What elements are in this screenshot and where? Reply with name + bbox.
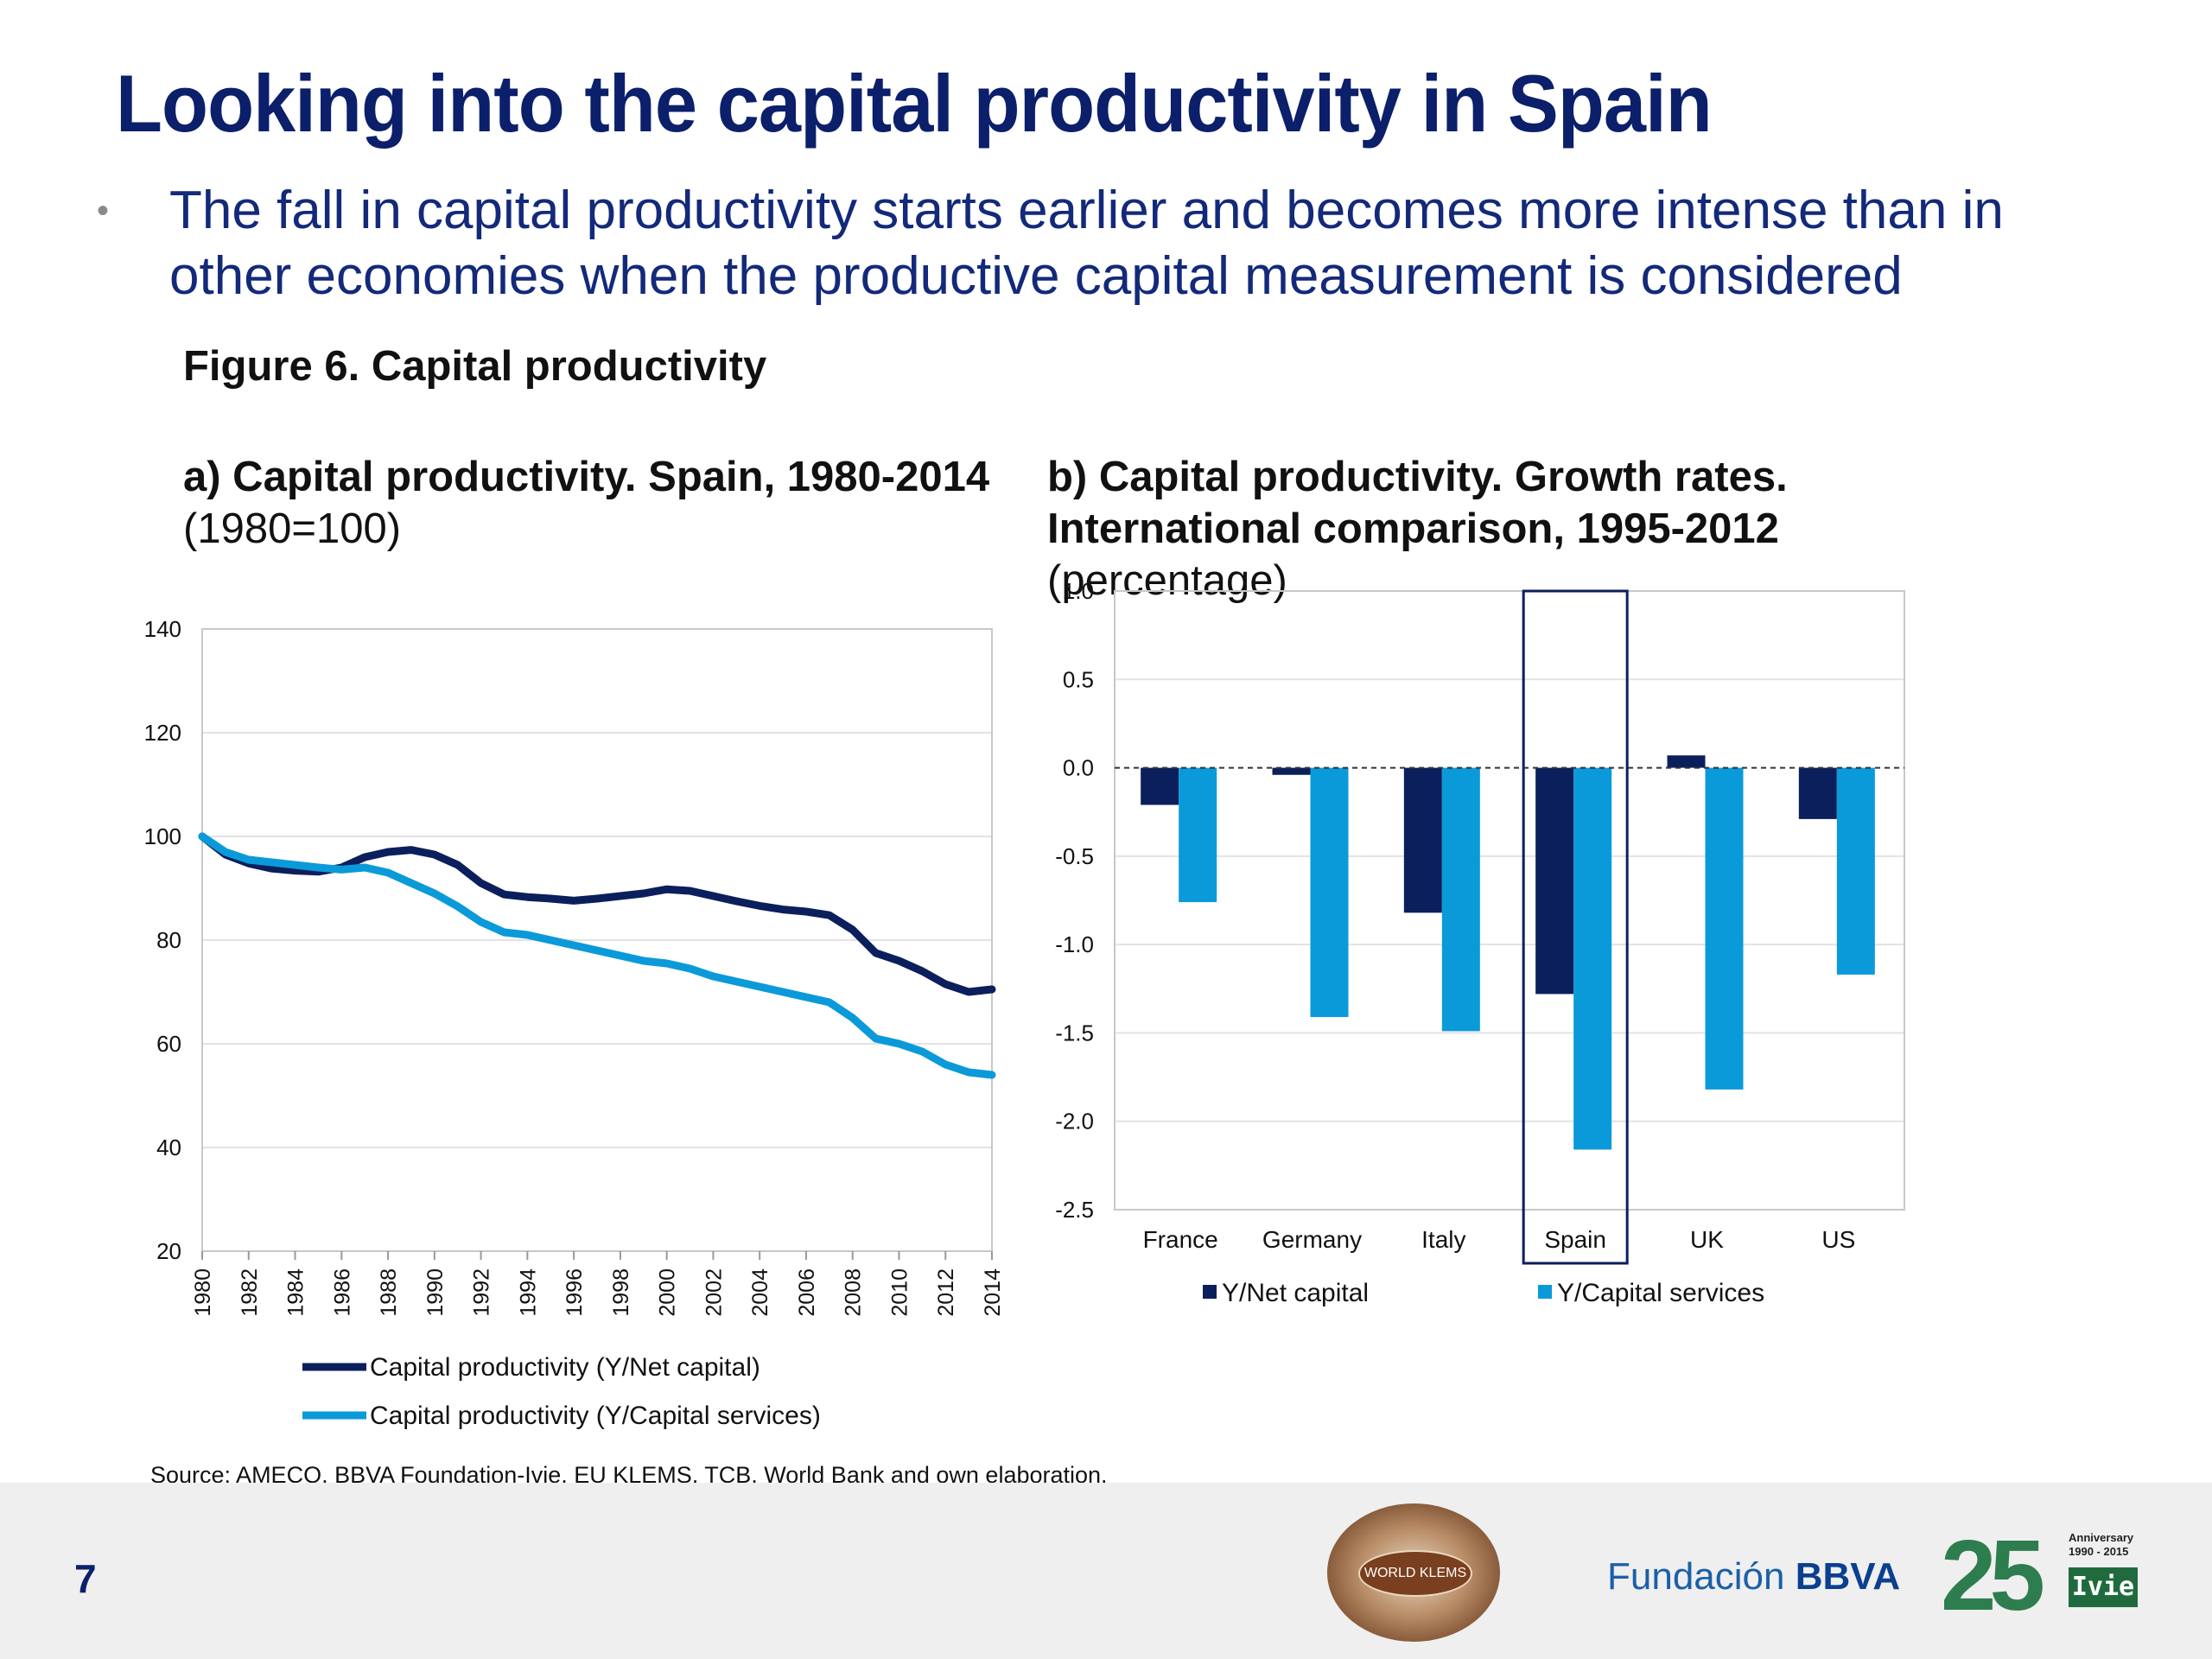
bbva-logo-prefix: Fundación bbox=[1607, 1555, 1785, 1598]
chart-b-bar-capital-services bbox=[1441, 767, 1480, 1032]
chart-a-x-tick: 1996 bbox=[563, 1268, 587, 1317]
chart-a-x-tick: 2006 bbox=[795, 1268, 819, 1317]
chart-b-bar-net-capital bbox=[1403, 767, 1442, 913]
chart-b-category-label: Spain bbox=[1544, 1226, 1606, 1253]
chart-b-plot-frame bbox=[1114, 590, 1905, 1211]
chart-b-category-label: Italy bbox=[1421, 1226, 1465, 1253]
chart-b-legend-swatch bbox=[1203, 1285, 1217, 1299]
chart-a-line-capital-services bbox=[198, 832, 996, 1079]
chart-a-legend-label: Capital productivity (Y/Capital services… bbox=[370, 1402, 821, 1430]
chart-b-category-label: Germany bbox=[1262, 1226, 1362, 1253]
ivie-logo-anniversary: Anniversary 1990 - 2015 bbox=[2069, 1531, 2133, 1559]
chart-a-plot-frame bbox=[201, 628, 993, 1252]
chart-a-y-tick: 20 bbox=[156, 1238, 181, 1264]
chart-a-y-tick: 140 bbox=[144, 616, 181, 642]
chart-b-bar-capital-services bbox=[1573, 767, 1612, 1150]
page-title: Looking into the capital productivity in… bbox=[116, 58, 1713, 149]
footer-bar bbox=[0, 1483, 2212, 1659]
bullet-dot: • bbox=[97, 192, 110, 230]
chart-b-bar-capital-services bbox=[1179, 767, 1217, 903]
bullet-text: The fall in capital productivity starts … bbox=[169, 181, 2004, 306]
chart-b-y-tick: -0.5 bbox=[1055, 843, 1094, 869]
chart-a-x-tick: 1998 bbox=[609, 1268, 633, 1317]
ivie-logo-number: 25 bbox=[1941, 1519, 2045, 1631]
chart-a-x-tick: 1988 bbox=[377, 1268, 401, 1317]
chart-b-bar-net-capital bbox=[1667, 755, 1706, 768]
chart-a-x-tick: 1994 bbox=[516, 1268, 540, 1317]
chart-a-x-tick: 1986 bbox=[330, 1268, 354, 1317]
chart-b-bar-capital-services bbox=[1705, 767, 1744, 1090]
chart-b-y-tick: -1.5 bbox=[1055, 1020, 1094, 1046]
chart-a-x-tick: 1980 bbox=[191, 1268, 215, 1317]
chart-b-bar-net-capital bbox=[1798, 767, 1837, 819]
chart-b-y-tick: -2.0 bbox=[1055, 1109, 1094, 1135]
chart-a-x-tick: 2010 bbox=[887, 1268, 912, 1317]
chart-a-x-tick: 2014 bbox=[981, 1268, 1005, 1317]
chart-a-legend-label: Capital productivity (Y/Net capital) bbox=[370, 1353, 760, 1382]
fundacion-bbva-logo: Fundación BBVA bbox=[1607, 1555, 1900, 1599]
chart-b-category-label: UK bbox=[1690, 1226, 1724, 1253]
chart-a-x-tick: 1990 bbox=[423, 1268, 448, 1317]
chart-a-x-tick: 1992 bbox=[470, 1268, 494, 1317]
figure-title: Figure 6. Capital productivity bbox=[183, 343, 767, 390]
ivie-anniversary-years: 1990 - 2015 bbox=[2069, 1545, 2129, 1558]
chart-a-x-tick: 1982 bbox=[238, 1268, 262, 1317]
chart-b-title: b) Capital productivity. Growth rates. I… bbox=[1047, 454, 1788, 552]
chart-b-bar-net-capital bbox=[1272, 767, 1311, 775]
chart-b-legend-swatch bbox=[1538, 1285, 1552, 1299]
ivie-logo: 25 Anniversary 1990 - 2015 Ivie bbox=[1941, 1519, 2139, 1631]
world-klems-logo-text: WORLD KLEMS bbox=[1358, 1550, 1472, 1597]
chart-b-legend-label: Y/Capital services bbox=[1557, 1279, 1764, 1307]
chart-a-y-tick: 40 bbox=[156, 1135, 181, 1160]
ivie-anniversary-label: Anniversary bbox=[2069, 1531, 2134, 1544]
chart-a-title: a) Capital productivity. Spain, 1980-201… bbox=[183, 454, 990, 500]
world-klems-logo: WORLD KLEMS bbox=[1327, 1503, 1500, 1642]
chart-a-subtitle: (1980=100) bbox=[183, 505, 402, 552]
chart-a-x-tick: 2008 bbox=[842, 1268, 866, 1317]
chart-b-y-tick: 0.0 bbox=[1063, 755, 1094, 781]
chart-a-x-tick: 1984 bbox=[284, 1268, 308, 1317]
chart-a-y-tick: 120 bbox=[144, 720, 181, 746]
chart-a-x-tick: 2002 bbox=[702, 1268, 726, 1317]
chart-b-highlight-frame bbox=[1522, 589, 1629, 1265]
chart-b-legend-label: Y/Net capital bbox=[1222, 1279, 1369, 1307]
chart-a-x-tick: 2012 bbox=[934, 1268, 958, 1317]
page-number: 7 bbox=[74, 1556, 97, 1601]
chart-a-y-tick: 80 bbox=[156, 927, 181, 953]
chart-a-y-tick: 100 bbox=[144, 823, 181, 849]
chart-b-subtitle: (percentage) bbox=[1047, 557, 1287, 604]
bbva-logo-bold: BBVA bbox=[1795, 1555, 1901, 1598]
chart-a-x-tick: 2004 bbox=[748, 1268, 772, 1317]
chart-b-y-tick: -1.0 bbox=[1055, 931, 1094, 957]
chart-a-line-net-capital bbox=[198, 832, 996, 996]
chart-b-category-label: France bbox=[1143, 1226, 1218, 1253]
ivie-logo-name: Ivie bbox=[2069, 1567, 2138, 1607]
chart-b-y-tick: 0.5 bbox=[1063, 666, 1094, 692]
chart-a-y-tick: 60 bbox=[156, 1031, 181, 1057]
chart-b-bar-capital-services bbox=[1836, 767, 1875, 975]
chart-b-bar-capital-services bbox=[1310, 767, 1349, 1018]
chart-b-category-label: US bbox=[1821, 1226, 1855, 1253]
chart-a-x-tick: 2000 bbox=[656, 1268, 680, 1317]
chart-b-bar-net-capital bbox=[1141, 767, 1179, 805]
chart-b-bar-net-capital bbox=[1535, 767, 1574, 995]
chart-b-y-tick: 1.0 bbox=[1063, 578, 1094, 604]
chart-b-y-tick: -2.5 bbox=[1055, 1197, 1094, 1223]
